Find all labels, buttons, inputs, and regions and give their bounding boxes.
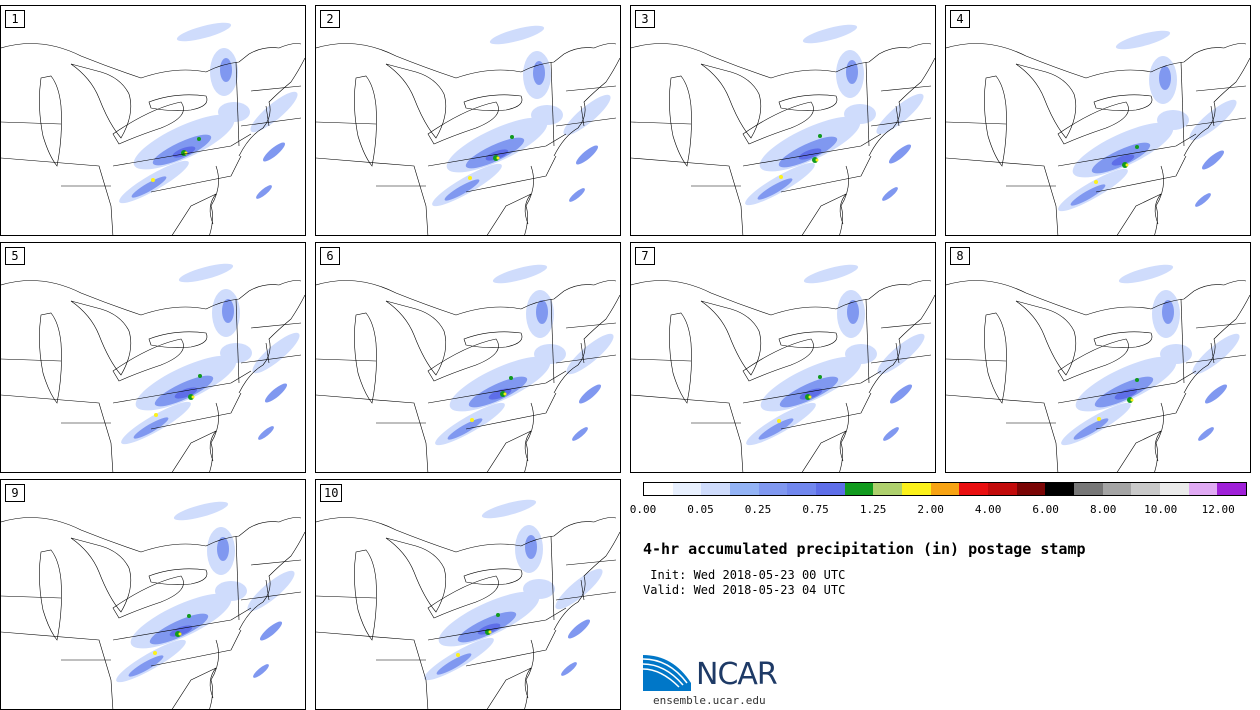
init-time: Init: Wed 2018-05-23 00 UTC <box>643 568 846 582</box>
figure-title: 4-hr accumulated precipitation (in) post… <box>643 540 1086 558</box>
ncar-logo-icon <box>643 655 691 691</box>
map-panel-7: 7 <box>630 242 936 473</box>
colorbar-swatch <box>1045 483 1075 495</box>
colorbar-swatch <box>1131 483 1161 495</box>
colorbar-swatch <box>787 483 817 495</box>
colorbar-swatch <box>1160 483 1189 495</box>
ensemble-url: ensemble.ucar.edu <box>653 694 766 707</box>
ncar-logo-text: NCAR <box>696 657 778 692</box>
precipitation-map <box>316 25 620 235</box>
colorbar-swatch <box>1188 483 1218 495</box>
map-panel-10: 10 <box>315 479 621 710</box>
map-panel-3: 3 <box>630 5 936 236</box>
colorbar-swatch <box>816 483 845 495</box>
colorbar-tick-label: 10.00 <box>1144 503 1178 516</box>
colorbar-swatch <box>1016 483 1046 495</box>
map-panel-9: 9 <box>0 479 306 710</box>
colorbar-swatch <box>959 483 989 495</box>
member-number-label: 7 <box>635 247 655 265</box>
precipitation-map <box>946 264 1250 472</box>
member-number-label: 10 <box>320 484 343 502</box>
precipitation-map <box>1 263 305 472</box>
colorbar-tick-label: 0.25 <box>744 503 772 516</box>
member-number-label: 2 <box>320 10 340 28</box>
colorbar-tick-label: 0.05 <box>687 503 714 516</box>
precipitation-map <box>946 30 1250 235</box>
colorbar-swatch <box>1217 483 1247 495</box>
colorbar-swatch <box>930 483 960 495</box>
colorbar-tick-label: 2.00 <box>917 503 944 516</box>
precipitation-map <box>1 501 305 709</box>
map-panel-2: 2 <box>315 5 621 236</box>
colorbar-swatch <box>701 483 731 495</box>
map-panel-8: 8 <box>945 242 1251 473</box>
map-panel-5: 5 <box>0 242 306 473</box>
precipitation-map <box>631 264 935 472</box>
colorbar-tick-label: 12.00 <box>1201 503 1235 516</box>
map-panel-1: 1 <box>0 5 306 236</box>
member-number-label: 1 <box>5 10 25 28</box>
precipitation-colorbar <box>643 482 1247 496</box>
valid-time: Valid: Wed 2018-05-23 04 UTC <box>643 583 846 597</box>
colorbar-swatch <box>758 483 788 495</box>
colorbar-swatch <box>873 483 903 495</box>
member-number-label: 6 <box>320 247 340 265</box>
colorbar-swatch <box>672 483 702 495</box>
precipitation-map <box>631 24 935 235</box>
member-number-label: 4 <box>950 10 970 28</box>
precipitation-map <box>316 264 620 472</box>
colorbar-swatch <box>1102 483 1132 495</box>
colorbar-tick-label: 8.00 <box>1089 503 1117 516</box>
colorbar-tick-label: 0.75 <box>802 503 829 516</box>
member-number-label: 8 <box>950 247 970 265</box>
colorbar-tick-label: 1.25 <box>859 503 887 516</box>
member-number-label: 9 <box>5 484 25 502</box>
colorbar-swatch <box>902 483 931 495</box>
colorbar-tick-label: 4.00 <box>974 503 1002 516</box>
colorbar-swatch <box>644 483 673 495</box>
colorbar-swatch <box>730 483 759 495</box>
colorbar-swatch <box>1074 483 1103 495</box>
member-number-label: 5 <box>5 247 25 265</box>
precipitation-map <box>1 22 305 235</box>
map-panel-4: 4 <box>945 5 1251 236</box>
colorbar-swatch <box>844 483 874 495</box>
colorbar-tick-label: 0.00 <box>629 503 657 516</box>
precipitation-map <box>316 499 620 709</box>
map-panel-6: 6 <box>315 242 621 473</box>
member-number-label: 3 <box>635 10 655 28</box>
colorbar-tick-label: 6.00 <box>1032 503 1059 516</box>
colorbar-swatch <box>988 483 1017 495</box>
